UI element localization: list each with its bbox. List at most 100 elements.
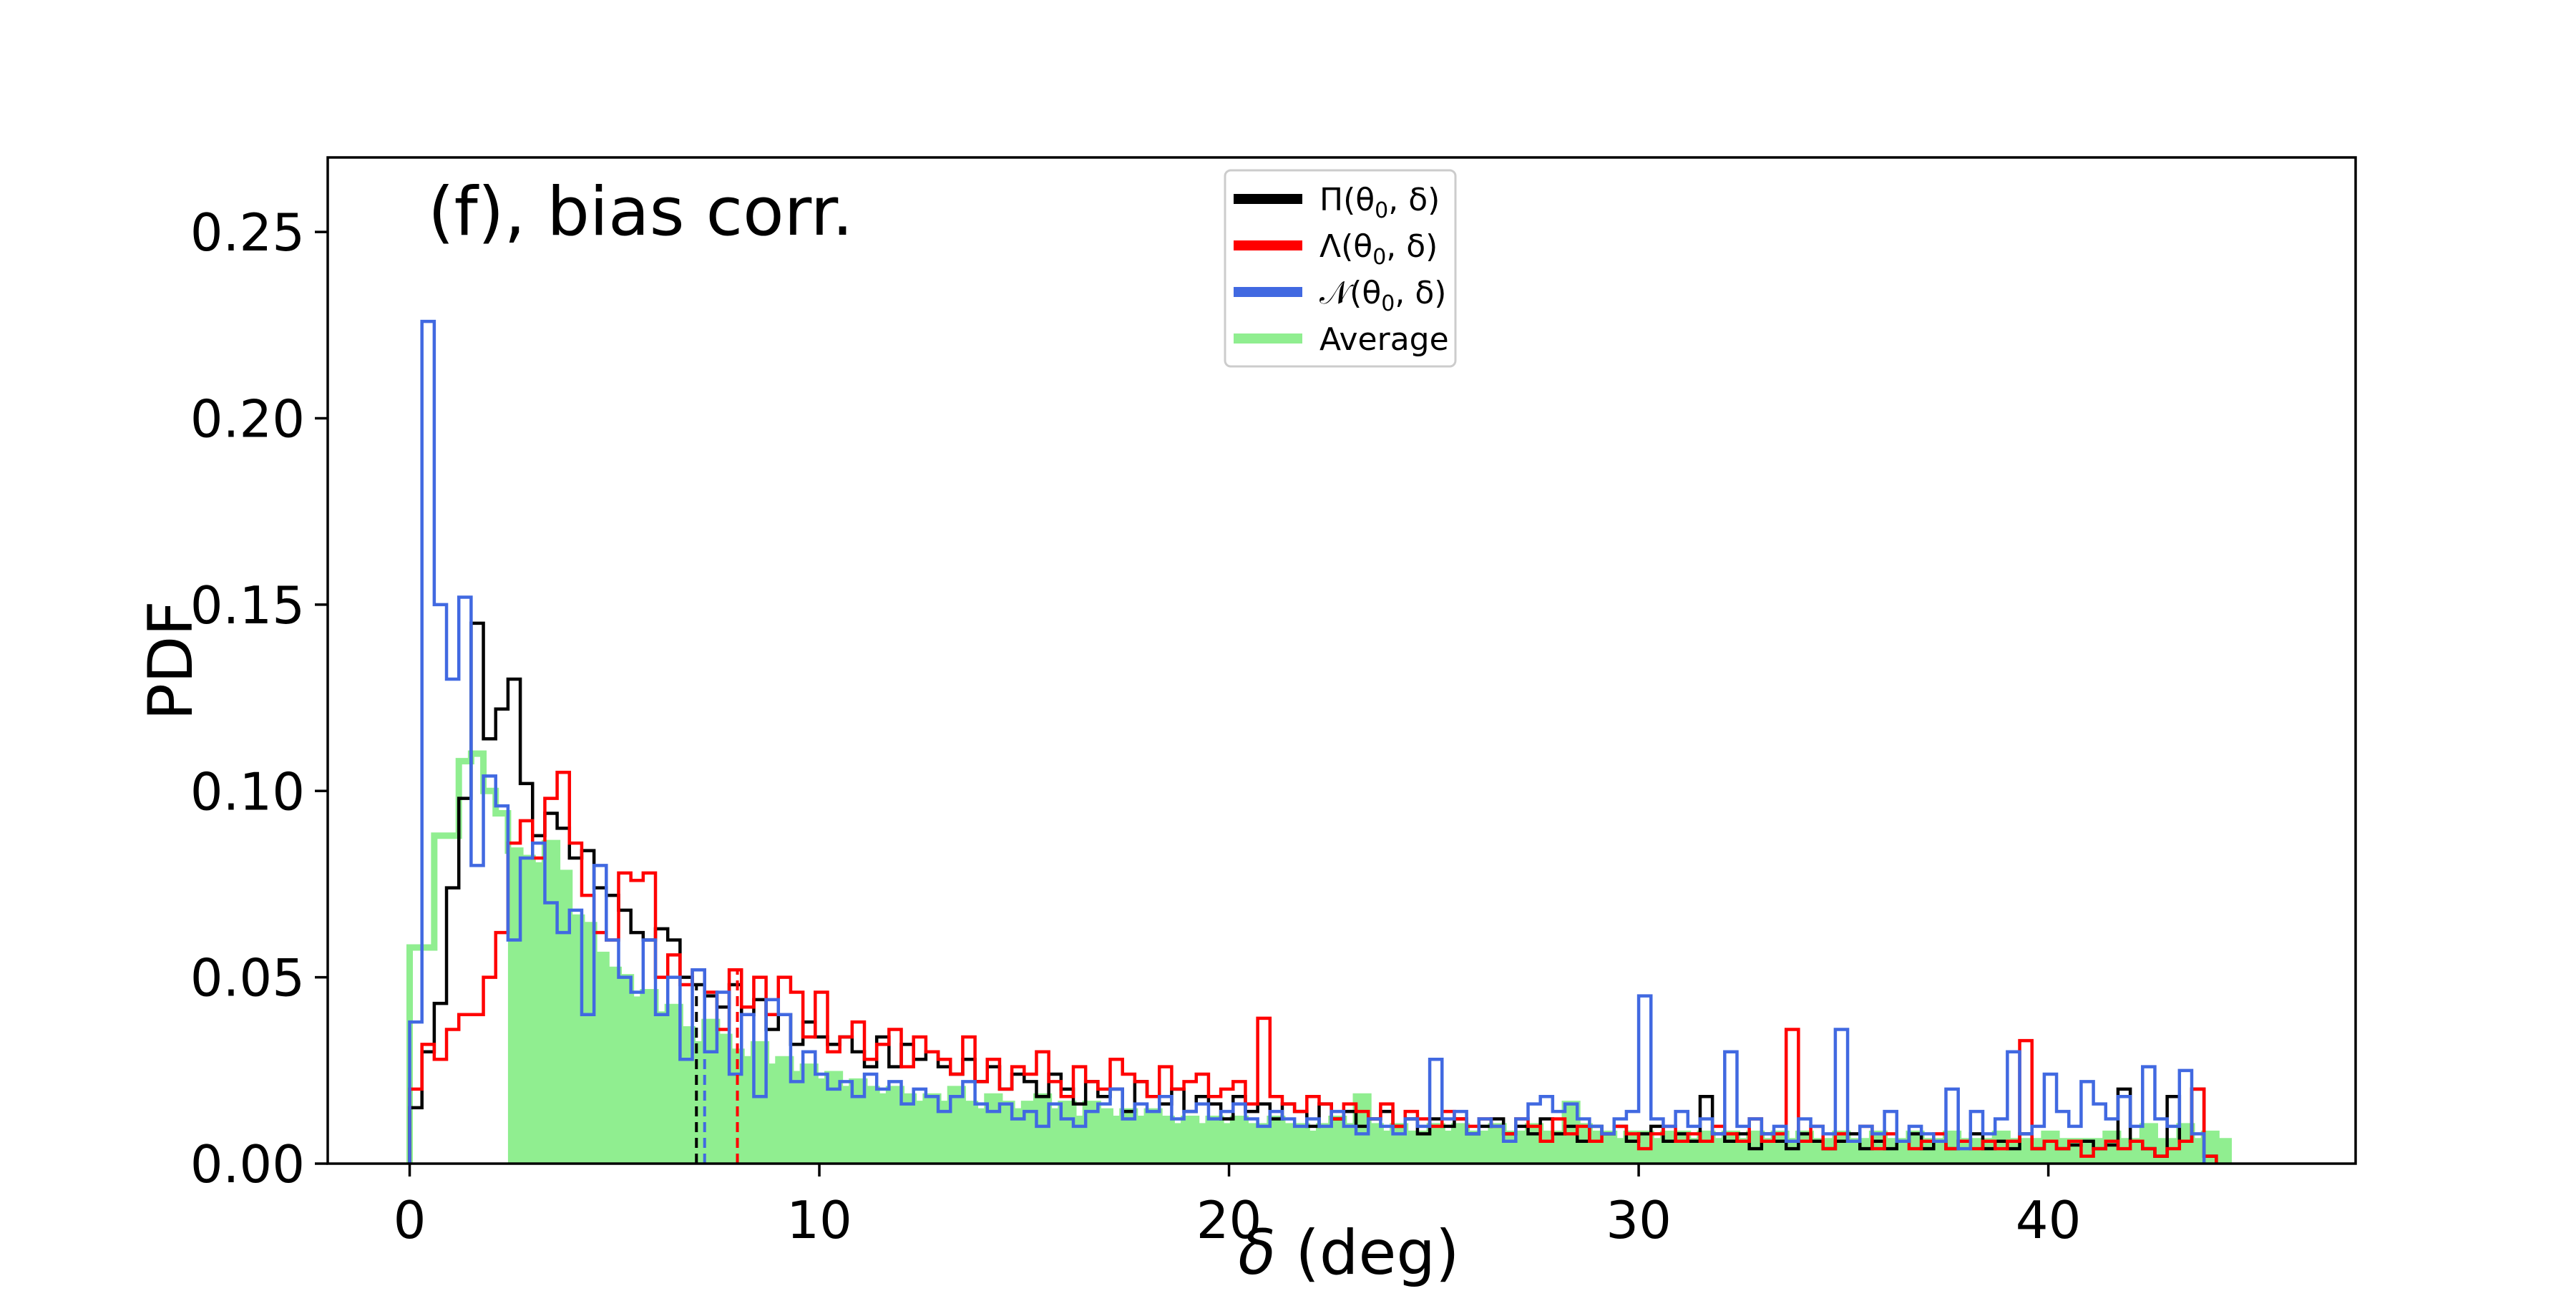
average-bar [950,1088,964,1164]
average-bar [1810,1141,1824,1164]
average-bar [2167,1141,2180,1164]
average-bar [803,1066,816,1164]
average-bar [1012,1111,1025,1164]
average-bar [913,1104,927,1164]
average-bar [716,1036,730,1164]
average-bar [1405,1134,1418,1164]
average-bar [889,1088,902,1164]
average-bar [581,925,595,1164]
average-bar [1196,1126,1209,1164]
average-bar [1442,1134,1455,1164]
average-bar [630,999,644,1164]
average-bar [2081,1141,2094,1164]
average-bar [1983,1141,1996,1164]
average-bar [1516,1134,1529,1164]
average-bar [999,1104,1013,1164]
x-axis-unit: (deg) [1276,1217,1460,1288]
average-bar [2155,1141,2168,1164]
panel-label: (f), bias corr. [428,173,854,251]
x-tick-label: 20 [1196,1190,1262,1250]
average-bar [680,1029,693,1164]
average-bar [569,917,582,1164]
average-bar [1823,1141,1836,1164]
average-bar [1110,1119,1123,1164]
y-tick-label: 0.25 [190,203,305,263]
average-bar [2093,1141,2107,1164]
average-bar [1761,1141,1775,1164]
y-tick-label: 0.20 [190,389,305,449]
average-bar [1466,1134,1480,1164]
legend: Π(θ0, δ) Λ(θ0, δ) 𝒩(θ0, δ) Average [1224,169,1457,368]
average-bar [507,850,521,1164]
average-bar [1331,1119,1345,1164]
average-bar [1134,1119,1148,1164]
average-bar [1614,1141,1627,1164]
average-bar [2019,1141,2033,1164]
average-bar [2130,1141,2143,1164]
average-bar [2117,1141,2131,1164]
average-bar [1282,1126,1295,1164]
average-bar [1307,1134,1320,1164]
average-bar [864,1088,877,1164]
average-bar [1478,1134,1492,1164]
average-bar [1073,1119,1086,1164]
legend-label: Average [1319,321,1449,358]
average-bar [1417,1134,1430,1164]
average-bar [938,1104,951,1164]
average-bar [1860,1141,1873,1164]
average-bar [1221,1126,1234,1164]
average-bar [815,1081,829,1164]
average-bar [1380,1134,1394,1164]
legend-box [1224,169,1457,368]
average-bar [545,843,558,1164]
series-step-lines [406,319,2233,1164]
average-bar [594,955,607,1164]
average-bar [1896,1141,1910,1164]
x-tick-label: 10 [786,1190,852,1250]
average-bar [704,1022,718,1164]
plot-frame [326,156,2357,1165]
axes: 0 10 20 30 40 0.00 0.05 0.10 0.15 0.20 0.25 [190,156,2357,1250]
average-bar [1048,1111,1062,1164]
legend-label: 𝒩(θ0, δ) [1319,275,1446,316]
y-tick-label: 0.15 [190,575,305,635]
average-bar [901,1096,914,1164]
average-bar [1269,1119,1283,1164]
x-tick-label: 0 [394,1190,426,1250]
average-bar [1786,1141,1799,1164]
average-bar [1159,1119,1173,1164]
average-bar [1098,1111,1111,1164]
average-bar [1233,1119,1246,1164]
average-bar [655,1014,668,1164]
average-bar [1552,1134,1566,1164]
series-step-line [408,319,2206,1164]
average-bar [962,1104,976,1164]
average-bar [668,1007,680,1164]
y-tick-label: 0.05 [190,948,305,1008]
y-tick-label: 0.10 [190,761,305,822]
average-bar [1208,1119,1221,1164]
x-tick-label: 30 [1606,1190,1672,1250]
average-bar [1884,1141,1898,1164]
y-axis-label: PDF [135,600,207,721]
average-bar [1245,1126,1259,1164]
average-bar [2031,1141,2045,1164]
average-bar [2191,1141,2205,1164]
average-bar [1257,1126,1271,1164]
average-bar [1122,1111,1136,1164]
average-bar [827,1074,841,1164]
average-bar [692,1044,706,1164]
average-filled-bars [507,843,2230,1164]
average-bar [1921,1141,1934,1164]
average-bar [618,977,632,1164]
x-axis-symbol: δ [1238,1217,1276,1288]
average-bar [877,1096,889,1164]
average-bar [532,865,546,1164]
average-bar [778,1059,791,1164]
average-bar [1024,1104,1038,1164]
average-bar [766,1066,779,1164]
average-bar [925,1096,939,1164]
average-bar [1651,1141,1664,1164]
average-bar [643,992,656,1164]
